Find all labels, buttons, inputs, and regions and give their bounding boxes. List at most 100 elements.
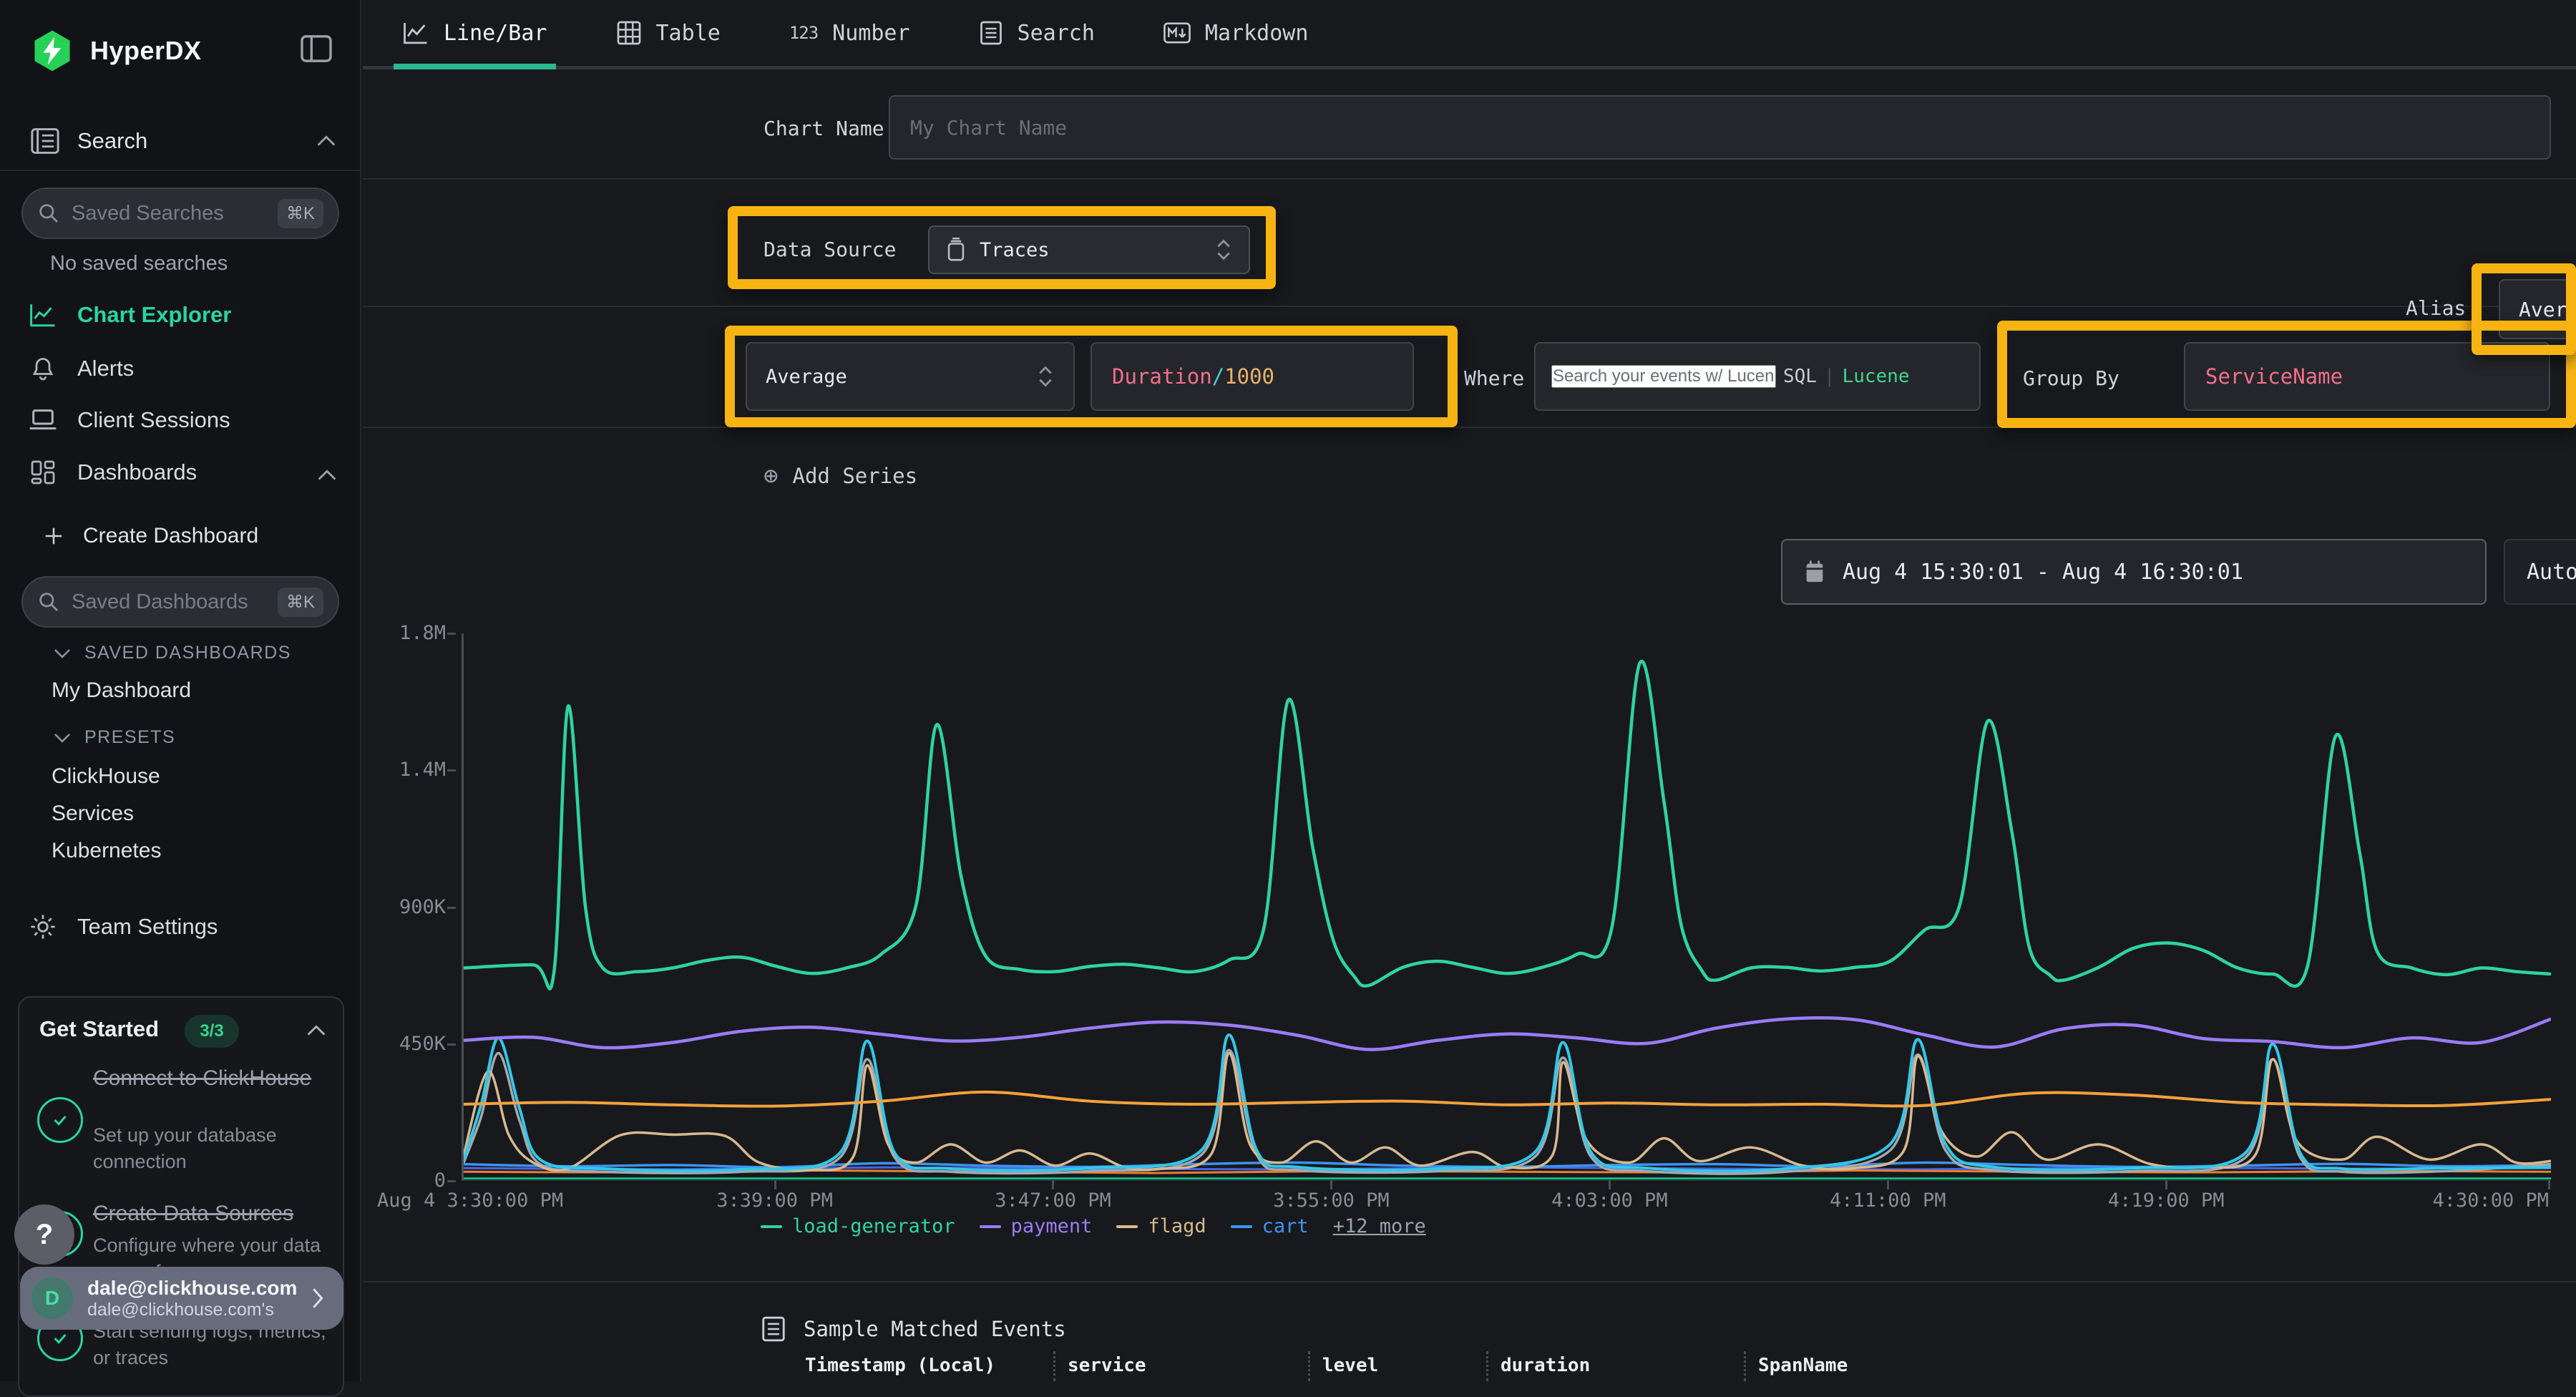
tab-search[interactable]: Search	[979, 0, 1095, 66]
group-saved-dashboards[interactable]: SAVED DASHBOARDS	[52, 643, 291, 663]
select-chevrons-icon	[1214, 238, 1233, 262]
y-axis-tick-label: 1.8M	[399, 622, 446, 644]
tab-label: Number	[832, 20, 910, 46]
sidebar-item-dashboards[interactable]: Dashboards	[29, 459, 197, 485]
series-line-unnamed	[462, 1033, 2552, 1173]
chart-x-axis: Aug 4 3:30:00 PM 3:39:00 PM 3:47:00 PM 3:55…	[377, 1180, 2550, 1221]
group-by-field[interactable]: ServiceName	[2184, 342, 2550, 411]
x-axis-tick	[1052, 1180, 1055, 1189]
chevron-right-icon	[309, 1286, 326, 1310]
sidebar-item-my-dashboard[interactable]: My Dashboard	[52, 678, 192, 702]
chart-canvas[interactable]	[462, 633, 2552, 1181]
tab-line-bar[interactable]: Line/Bar	[394, 0, 555, 69]
tab-number[interactable]: 123 Number	[789, 0, 910, 66]
field-expression-number: 1000	[1224, 364, 1274, 389]
column-separator[interactable]	[1486, 1351, 1488, 1381]
data-source-select[interactable]: Traces	[928, 225, 1250, 274]
sidebar-item-client-sessions[interactable]: Client Sessions	[29, 407, 230, 433]
get-started-item-title[interactable]: Connect to ClickHouse	[93, 1066, 312, 1090]
tab-label: Markdown	[1204, 20, 1309, 46]
dashboards-chevron-up-icon[interactable]	[315, 467, 339, 484]
tab-label: Line/Bar	[444, 20, 547, 46]
chevron-down-icon	[54, 733, 70, 743]
line-chart-icon	[402, 21, 429, 45]
column-separator[interactable]	[1744, 1351, 1746, 1381]
where-search-field[interactable]: SQL | Lucene	[1534, 342, 1981, 411]
where-label: Where	[1464, 366, 1525, 390]
lucene-toggle[interactable]: Lucene	[1842, 366, 1910, 387]
user-email: dale@clickhouse.com	[87, 1276, 298, 1299]
document-list-icon	[979, 20, 1003, 46]
time-range-value: Aug 4 15:30:01 - Aug 4 16:30:01	[1843, 559, 2243, 585]
x-axis-tick-label: 3:55:00 PM	[1273, 1189, 1390, 1212]
tab-table[interactable]: Table	[616, 0, 721, 66]
markdown-icon	[1163, 21, 1191, 44]
granularity-select[interactable]: Auto Granularity	[2504, 539, 2576, 605]
sidebar-item-chart-explorer[interactable]: Chart Explorer	[29, 302, 231, 328]
number-123-icon: 123	[789, 23, 819, 43]
x-axis-tick-label: 4:30:00 PM	[2432, 1189, 2549, 1212]
saved-dashboards-group-label: SAVED DASHBOARDS	[84, 643, 291, 663]
create-dashboard-button[interactable]: Create Dashboard	[43, 524, 258, 548]
saved-searches-input[interactable]: Saved Searches ⌘K	[21, 188, 339, 239]
chart-type-tabbar: Line/Bar Table 123 Number Search Markdow…	[363, 0, 2576, 69]
y-axis-tick-label: 450K	[399, 1032, 446, 1055]
legend-item-payment[interactable]: payment	[979, 1215, 1093, 1237]
chart-icon	[29, 302, 57, 328]
get-started-collapse-icon[interactable]	[304, 1022, 328, 1039]
series-line-unnamed	[462, 1048, 2552, 1175]
chart-name-input[interactable]	[910, 115, 2529, 140]
add-series-button[interactable]: ⊕ Add Series	[763, 462, 917, 490]
tab-markdown[interactable]: Markdown	[1163, 0, 1309, 66]
avatar: D	[31, 1277, 73, 1319]
sidebar-collapse-icon[interactable]	[300, 34, 333, 63]
column-separator[interactable]	[1053, 1351, 1055, 1381]
legend-item-flagd[interactable]: flagd	[1116, 1215, 1206, 1237]
sample-matched-events-header[interactable]: Sample Matched Events	[761, 1315, 1066, 1343]
sidebar-item-team-settings[interactable]: Team Settings	[29, 913, 218, 940]
x-axis-tick	[1887, 1180, 1890, 1189]
field-expression-input[interactable]: Duration/1000	[1091, 342, 1414, 411]
alerts-label: Alerts	[77, 356, 135, 381]
sidebar-item-services[interactable]: Services	[52, 802, 135, 825]
aggregation-select[interactable]: Average	[746, 342, 1075, 411]
sidebar-divider	[0, 170, 360, 171]
x-axis-tick-label: 3:47:00 PM	[995, 1189, 1111, 1212]
saved-searches-placeholder: Saved Searches	[72, 201, 224, 225]
y-axis-tick	[447, 769, 456, 772]
legend-dash-icon	[1116, 1225, 1138, 1228]
sidebar-item-alerts[interactable]: Alerts	[29, 355, 134, 382]
app-logo[interactable]: HyperDX	[30, 29, 202, 73]
time-range-picker[interactable]: Aug 4 15:30:01 - Aug 4 16:30:01	[1781, 539, 2487, 605]
chevron-down-icon	[54, 648, 70, 658]
sql-toggle[interactable]: SQL	[1783, 366, 1817, 387]
group-by-value: ServiceName	[2205, 364, 2343, 389]
alias-field[interactable]: Average Time	[2499, 279, 2576, 339]
group-presets[interactable]: PRESETS	[52, 727, 175, 748]
sidebar-item-clickhouse[interactable]: ClickHouse	[52, 764, 160, 788]
alias-label: Alias	[2406, 296, 2467, 320]
legend-item-cart[interactable]: cart	[1230, 1215, 1309, 1237]
legend-item-load-generator[interactable]: load-generator	[761, 1215, 955, 1237]
sidebar-section-search[interactable]: Search	[30, 127, 338, 155]
help-button[interactable]: ?	[14, 1204, 74, 1265]
x-axis-tick-label: 4:19:00 PM	[2107, 1189, 2225, 1212]
get-started-item-title[interactable]: Create Data Sources	[93, 1202, 294, 1225]
saved-dashboards-input[interactable]: Saved Dashboards ⌘K	[21, 576, 339, 628]
legend-label: flagd	[1148, 1215, 1206, 1237]
gear-icon	[29, 913, 57, 940]
legend-label: payment	[1010, 1215, 1093, 1237]
dashboards-icon	[29, 459, 57, 485]
legend-more-link[interactable]: +12 more	[1332, 1215, 1426, 1237]
chart-name-field[interactable]	[889, 95, 2551, 160]
sidebar-item-kubernetes[interactable]: Kubernetes	[52, 839, 162, 862]
laptop-icon	[29, 408, 57, 432]
user-menu[interactable]: D dale@clickhouse.com dale@clickhouse.co…	[20, 1267, 343, 1330]
app-title: HyperDX	[90, 36, 202, 65]
calendar-icon	[1806, 560, 1823, 583]
legend-label: cart	[1262, 1215, 1309, 1237]
shortcut-badge: ⌘K	[277, 587, 323, 617]
where-search-input[interactable]	[1551, 365, 1776, 388]
column-separator[interactable]	[1308, 1351, 1310, 1381]
plus-circle-icon: ⊕	[763, 462, 779, 490]
